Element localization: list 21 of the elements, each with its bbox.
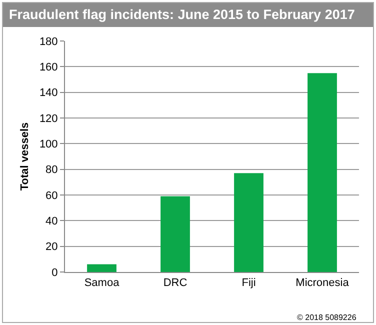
text: © 2018 5089226: [297, 313, 357, 322]
y-tick-label: 180: [39, 36, 58, 48]
x-tick-label: Samoa: [84, 277, 120, 290]
y-tick-label: 100: [39, 138, 58, 151]
y-tick-label: 140: [39, 87, 58, 100]
bar: [234, 173, 264, 272]
y-tick-label: 0: [52, 266, 58, 279]
y-tick-label: 60: [46, 190, 58, 202]
y-tick-label: 40: [46, 216, 58, 228]
y-tick-label: 20: [46, 241, 58, 254]
y-axis-title: Total vessels: [19, 122, 32, 191]
y-tick-label: 160: [39, 62, 58, 74]
bar: [160, 196, 190, 272]
y-tick-label: 80: [46, 164, 58, 176]
x-tick-label: DRC: [163, 277, 188, 290]
y-tick-label: 120: [39, 112, 58, 125]
bar: [87, 264, 116, 272]
bar: [308, 73, 337, 272]
x-tick-label: Micronesia: [296, 277, 350, 290]
x-tick-label: Fiji: [242, 277, 256, 290]
chart-title: Fraudulent flag incidents: June 2015 to February 2017: [3, 3, 373, 27]
